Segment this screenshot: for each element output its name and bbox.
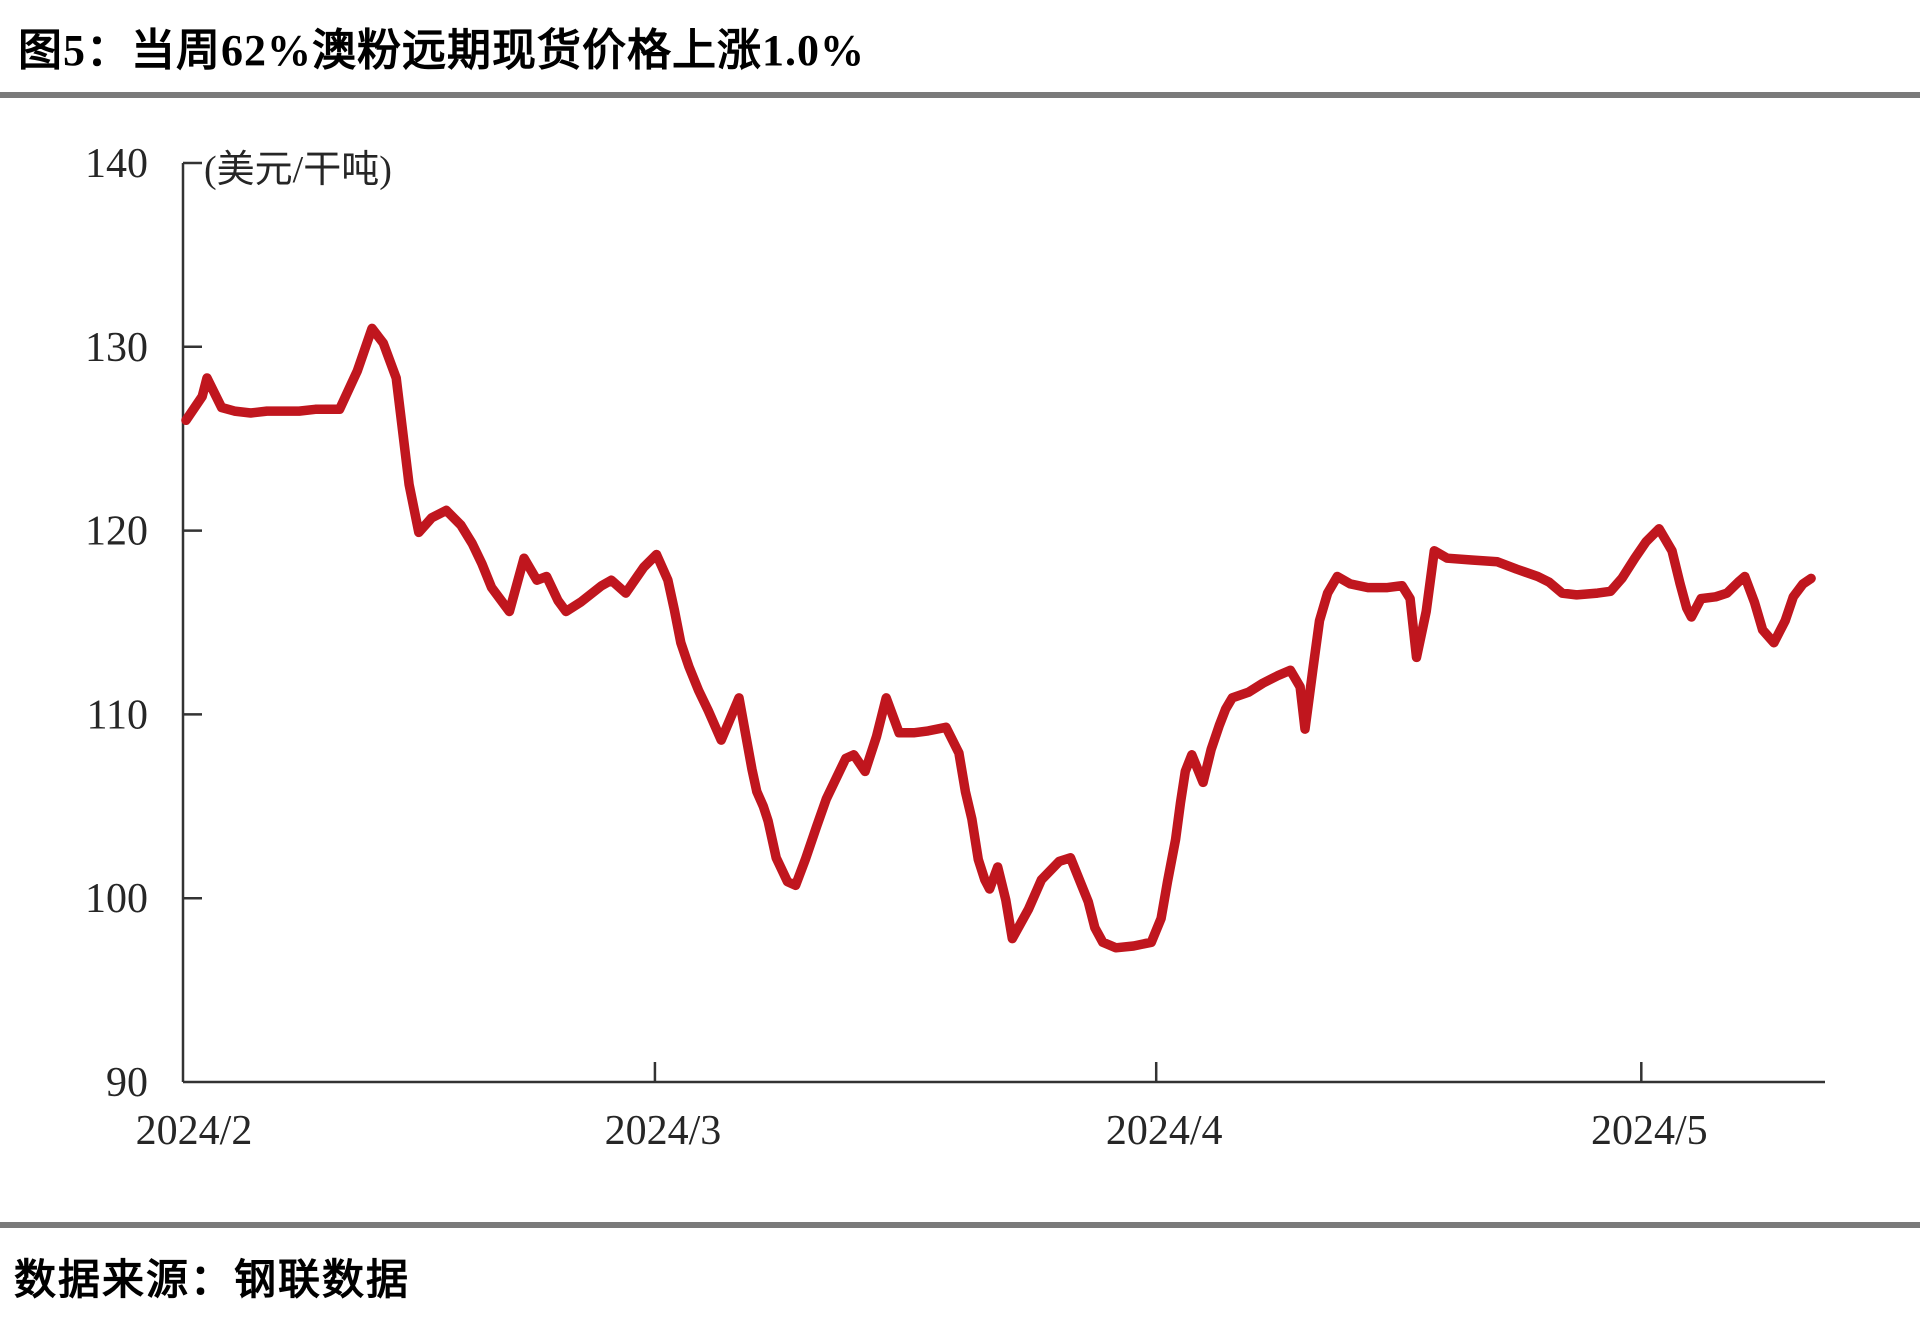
page-title: 图5：当周62%澳粉远期现货价格上涨1.0% <box>18 26 865 75</box>
x-axis-tick-label: 2024/3 <box>605 1108 722 1154</box>
y-axis-unit-label: (美元/干吨) <box>204 149 392 191</box>
y-axis-tick-label: 110 <box>87 692 148 738</box>
y-axis-tick-label: 90 <box>106 1060 148 1106</box>
data-source-label: 数据来源：钢联数据 <box>14 1258 411 1304</box>
footer-divider-line <box>0 1222 1920 1228</box>
y-axis-tick-label: 140 <box>85 141 148 187</box>
y-axis-tick-label: 100 <box>85 876 148 922</box>
price-series-line <box>181 323 1816 953</box>
y-axis-tick-label: 120 <box>85 509 148 555</box>
x-axis-tick-label: 2024/4 <box>1106 1108 1223 1154</box>
y-axis-tick-label: 130 <box>85 325 148 371</box>
x-axis-tick-label: 2024/5 <box>1591 1108 1708 1154</box>
x-axis-tick-label: 2024/2 <box>136 1108 253 1154</box>
title-divider-line <box>0 92 1920 98</box>
